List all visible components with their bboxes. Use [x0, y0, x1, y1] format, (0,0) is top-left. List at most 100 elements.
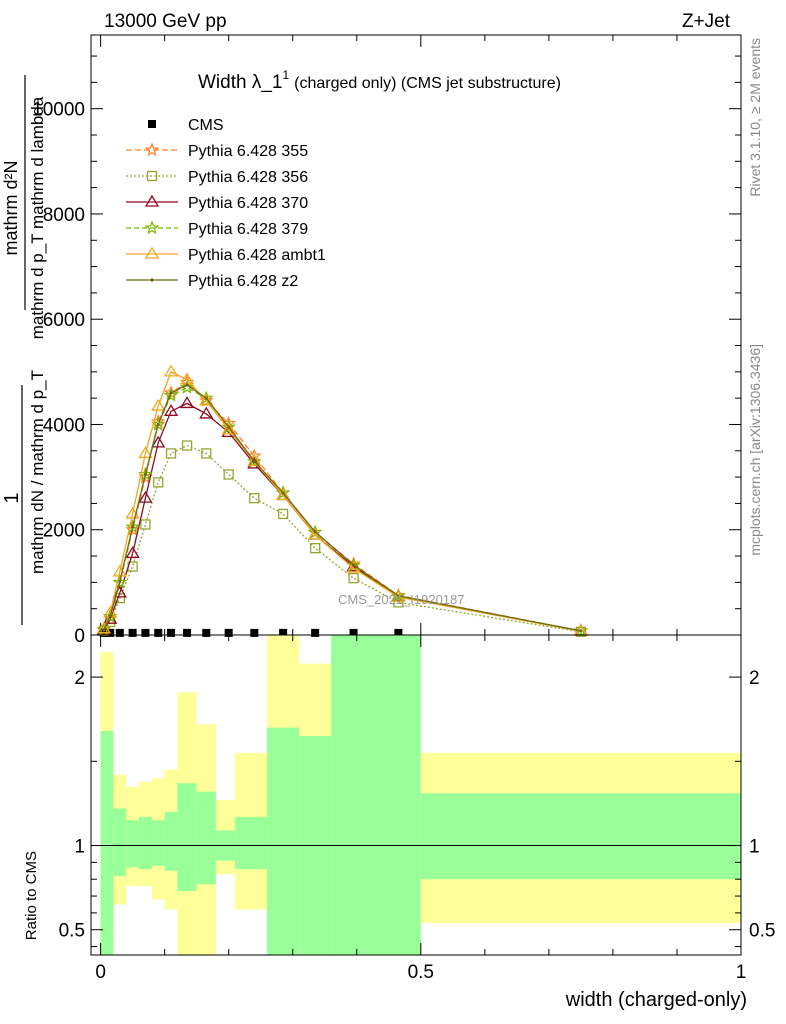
point-p370 [199, 406, 214, 419]
rivet-label: Rivet 3.1.10, ≥ 2M events [747, 38, 763, 197]
point-p356 [201, 448, 212, 459]
point-cms [141, 628, 150, 637]
point-z2 [169, 391, 173, 395]
point-z2 [281, 491, 285, 495]
y-tick-label: 0 [74, 626, 85, 647]
ratio-ticks: 0.5 0.51 12 20 0.5 1 [59, 635, 775, 983]
ratio-bands [100, 635, 741, 955]
watermark: CMS_2021_I1920187 [338, 592, 465, 607]
ratio-y-tick-label-right: 2 [749, 668, 760, 689]
ratio-band-inner [331, 635, 376, 955]
chart-subtitle: (charged only) (CMS jet substructure) [294, 75, 561, 92]
point-ambt1 [275, 488, 291, 501]
point-cms [128, 628, 137, 637]
point-p370 [96, 622, 111, 635]
point-cms [167, 628, 176, 637]
point-z2 [313, 530, 317, 534]
point-z2 [579, 629, 583, 633]
legend-label-p379: Pythia 6.428 379 [188, 221, 308, 238]
point-ambt1 [199, 393, 214, 406]
ratio-band-inner [100, 731, 114, 955]
ratio-band-inner [267, 727, 300, 955]
point-p356 [165, 448, 177, 459]
y-label-num: mathrm d²N [1, 160, 21, 255]
point-z2 [396, 594, 400, 598]
legend-label-z2: Pythia 6.428 z2 [188, 273, 298, 290]
point-z2 [204, 396, 208, 400]
point-z2 [156, 422, 160, 427]
point-z2 [102, 628, 106, 632]
main-y-label: 1 mathrm d²N mathrm d p_T mathrm d lambd… [1, 75, 47, 625]
point-ambt1 [247, 454, 262, 466]
point-p356 [249, 493, 260, 504]
point-cms [250, 628, 259, 637]
legend-marker-p356 [146, 170, 158, 182]
y-label-den2: mathrm dN / mathrm d p_T [28, 370, 47, 574]
ratio-y-tick-label-right: 0.5 [749, 921, 775, 942]
chart-title: Width λ_11 (charged only) (CMS jet substr… [198, 68, 561, 93]
point-p356 [223, 469, 234, 480]
legend-marker-p379 [144, 220, 160, 235]
point-p370 [125, 546, 140, 559]
ratio-plot-frame [90, 634, 742, 956]
header-left: 13000 GeV pp [104, 11, 227, 32]
point-ambt1 [151, 398, 166, 411]
ratio-band-inner [139, 816, 152, 870]
x-tick-label: 0 [95, 962, 106, 983]
ratio-band-inner [235, 816, 268, 870]
x-tick-label: 0.5 [408, 962, 434, 983]
ratio-band-inner [164, 811, 178, 871]
point-p379 [163, 387, 179, 402]
y-tick-label: 2000 [43, 521, 85, 542]
point-p356 [309, 543, 321, 554]
point-p356 [181, 440, 193, 451]
legend-label-p356: Pythia 6.428 356 [188, 169, 308, 186]
point-p355 [125, 522, 140, 536]
point-cms [183, 628, 192, 637]
ratio-y-label: Ratio to CMS [23, 851, 40, 940]
series-line-z2 [103, 384, 582, 632]
point-p379 [573, 623, 589, 638]
point-p379 [179, 379, 195, 394]
chart-title-sup: 1 [282, 68, 289, 82]
point-ambt1 [138, 446, 153, 459]
point-ambt1 [221, 422, 236, 435]
point-p356 [140, 519, 151, 530]
ratio-plot: 0.5 0.51 12 20 0.5 1 [59, 634, 775, 983]
point-cms [154, 628, 163, 637]
ratio-band-inner [196, 791, 216, 885]
legend-marker-z2 [150, 278, 154, 282]
main-y-ticks: 0 2000 4000 6000 8000 10000 [32, 35, 742, 647]
point-p356 [348, 573, 359, 584]
y-label-top: 1 [1, 492, 23, 503]
legend-marker-ambt1 [144, 246, 160, 259]
series-line-p356 [103, 444, 582, 633]
legend-marker-p370 [144, 194, 160, 207]
ratio-band-inner [151, 820, 165, 866]
point-z2 [351, 563, 356, 567]
ratio-band-inner [375, 635, 421, 955]
ratio-band-inner [420, 793, 741, 880]
point-p379 [112, 574, 128, 589]
point-z2 [227, 425, 231, 429]
chart-title-main: Width λ_1 [198, 72, 282, 93]
y-tick-label: 10000 [32, 100, 85, 121]
point-p370 [138, 490, 153, 503]
legend-label-cms: CMS [188, 117, 224, 134]
point-z2 [143, 472, 148, 477]
point-p370 [163, 404, 179, 416]
mcplots-label: mcplots.cern.ch [arXiv:1306.3436] [747, 344, 763, 556]
point-p356 [153, 477, 164, 488]
ratio-band-inner [177, 783, 197, 891]
legend-label-ambt1: Pythia 6.428 ambt1 [188, 247, 326, 264]
point-cms [394, 628, 403, 637]
ratio-y-tick-label-right: 1 [749, 837, 760, 858]
point-cms [279, 628, 288, 637]
main-plot-frame [90, 34, 742, 636]
legend-label-p370: Pythia 6.428 370 [188, 195, 308, 212]
point-p370 [179, 396, 195, 409]
y-tick-label: 8000 [43, 205, 85, 226]
ratio-y-tick-label: 2 [74, 668, 85, 689]
y-label-den1: mathrm d p_T mathrm d lambda [28, 96, 47, 339]
